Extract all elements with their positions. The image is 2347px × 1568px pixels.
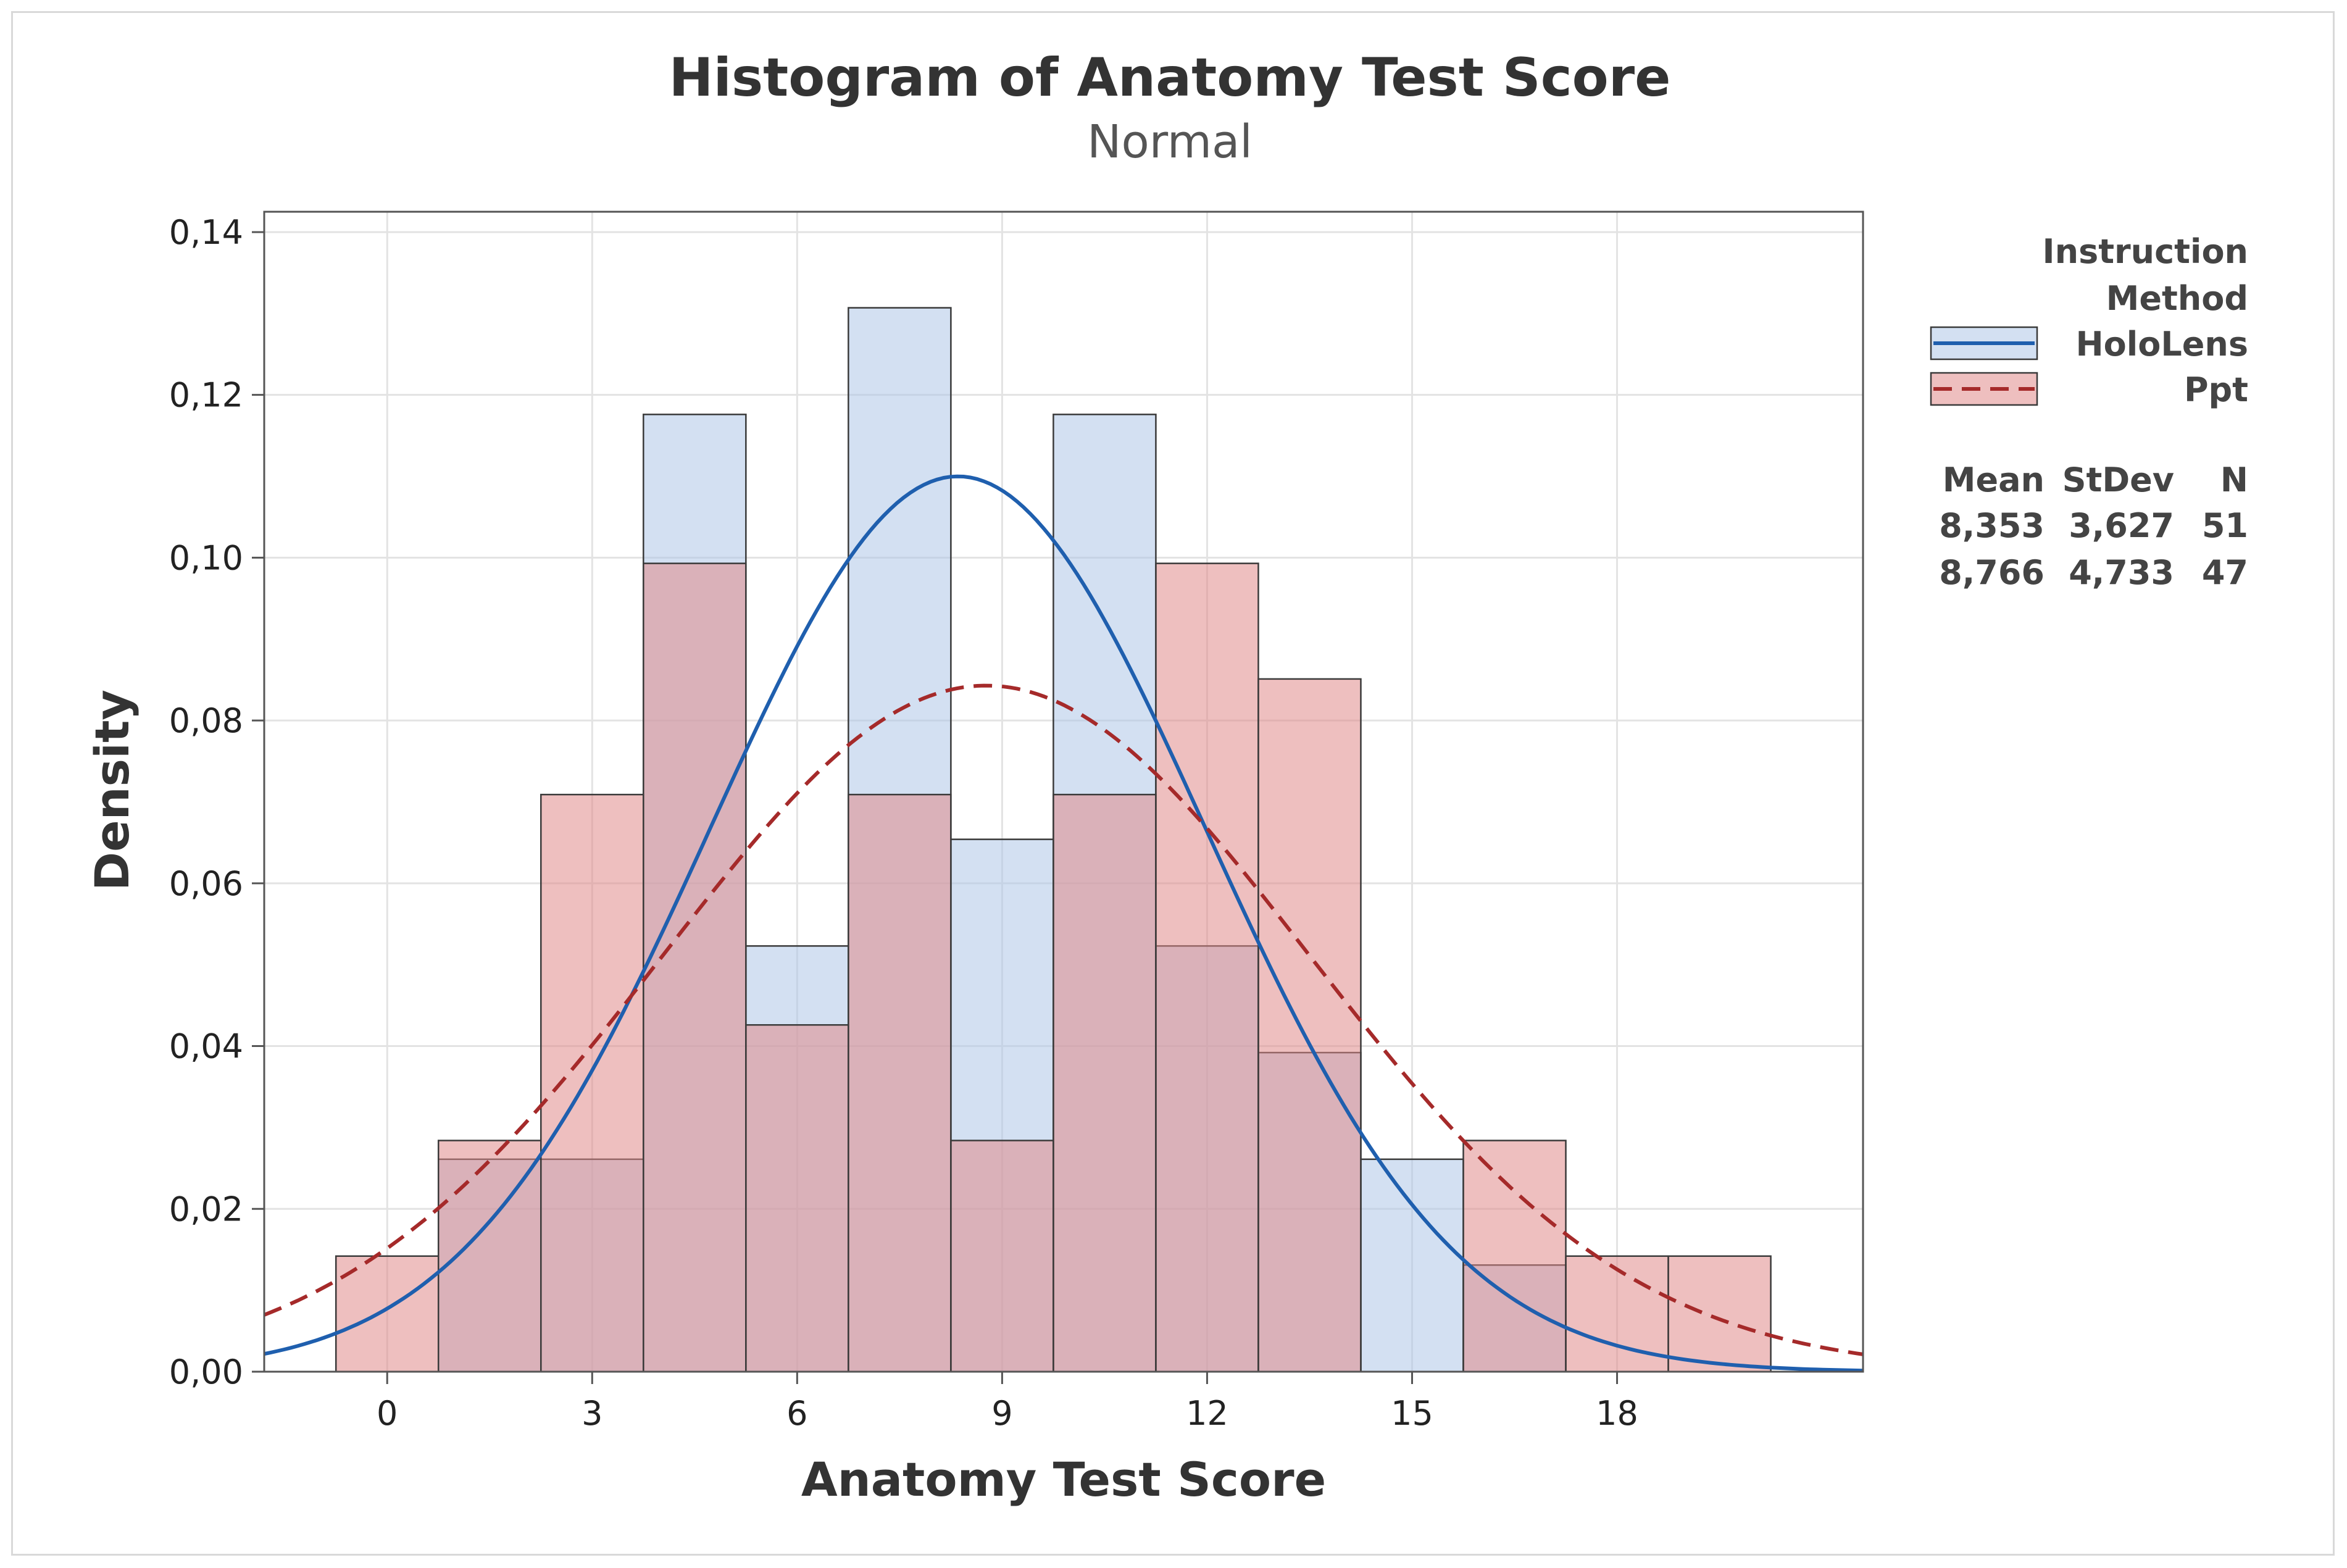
ppt-bar [745,1024,849,1373]
ppt-bar [950,1140,1054,1373]
x-axis: 0 3 6 9 12 15 18 [377,1372,1638,1433]
stats-header: Mean [1943,461,2045,499]
x-tick-label: 9 [991,1394,1012,1433]
y-tick-label: 0,14 [169,213,243,252]
stats-cell: 51 [2202,506,2248,545]
stats-table: Mean StDev N 8,353 3,627 51 8,766 4,733 47 [1939,461,2248,592]
legend-title-line-1: Instruction [2043,232,2248,271]
stats-cell: 3,627 [2069,506,2174,545]
y-tick-label: 0,12 [169,376,243,415]
x-tick-label: 18 [1596,1394,1638,1433]
ppt-bar [540,793,644,1373]
y-tick-label: 0,06 [169,864,243,903]
legend-label-hololens: HoloLens [2075,325,2248,364]
y-tick-label: 0,04 [169,1027,243,1066]
x-axis-label: Anatomy Test Score [801,1452,1326,1507]
legend-title-line-2: Method [2106,279,2248,318]
ppt-bar [1053,793,1157,1373]
ppt-normal-curve [263,683,1864,1356]
y-tick-label: 0,08 [169,701,243,740]
y-tick-label: 0,10 [169,538,243,577]
stats-cell: 47 [2202,553,2248,592]
y-tick-label: 0,00 [169,1353,243,1391]
stats-cell: 4,733 [2069,553,2174,592]
ppt-bar [1155,562,1259,1373]
x-tick-label: 12 [1186,1394,1228,1433]
hololens-bar [1360,1158,1464,1373]
x-tick-label: 15 [1391,1394,1433,1433]
chart-title: Histogram of Anatomy Test Score [669,47,1671,109]
stats-header: StDev [2062,461,2174,499]
y-tick-label: 0,02 [169,1190,243,1228]
x-tick-label: 0 [377,1394,398,1433]
ppt-bar [1462,1140,1567,1373]
ppt-bar [1667,1255,1772,1373]
x-tick-label: 6 [786,1394,807,1433]
legend-label-ppt: Ppt [2184,370,2248,409]
chart-subtitle: Normal [1087,115,1253,169]
stats-header: N [2220,461,2248,499]
ppt-bar [1257,678,1362,1373]
hololens-normal-curve [264,474,1864,1373]
ppt-bar [848,793,952,1373]
stats-cell: 8,766 [1939,553,2045,592]
chart-frame [11,11,2335,1556]
y-axis-label: Density [85,690,140,891]
x-tick-label: 3 [582,1394,602,1433]
y-axis: 0,00 0,02 0,04 0,06 0,08 0,10 0,12 0,14 [169,213,264,1391]
stats-cell: 8,353 [1939,506,2045,545]
legend: Instruction Method HoloLens Ppt Mean StDev… [1930,232,2248,592]
ppt-bar [335,1255,440,1373]
ppt-bars [335,562,1772,1373]
ppt-bar [643,562,747,1373]
plot-area-border [263,211,1864,1373]
